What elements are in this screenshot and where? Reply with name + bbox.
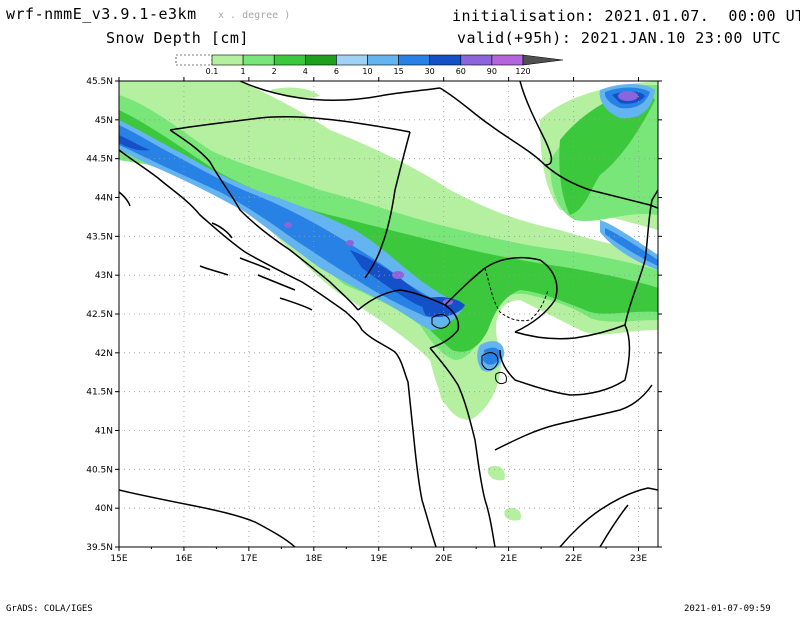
serbia-kosovo-border [444, 256, 558, 333]
legend-arrow [522, 54, 564, 66]
grads-credit: GrADS: COLA/IGES [6, 604, 93, 614]
island-1 [211, 222, 233, 239]
island-4 [199, 265, 229, 276]
axis-ticks [115, 77, 662, 551]
legend-label: 15 [394, 67, 404, 76]
adriatic-coast [119, 149, 437, 547]
legend-label: 120 [515, 67, 530, 76]
croatia-north-border [169, 116, 411, 133]
lat-label: 44N [95, 194, 113, 204]
lat-label: 42N [95, 349, 113, 359]
lon-label: 22E [565, 554, 582, 564]
coastlines-and-borders [119, 81, 658, 547]
legend-label: 0.1 [206, 67, 219, 76]
albania-border [429, 347, 496, 547]
lat-label: 45.5N [86, 77, 113, 87]
lake-prespa [495, 371, 507, 385]
lon-label: 18E [305, 554, 322, 564]
bulgaria-border [624, 189, 658, 326]
italy-coast-tip [119, 191, 131, 207]
island-5 [279, 297, 313, 311]
lat-label: 41N [95, 427, 113, 437]
north-macedonia-border [499, 324, 631, 396]
greece-coast [559, 487, 658, 547]
lat-label: 43.5N [86, 232, 113, 242]
island-2 [239, 257, 271, 271]
snow-depth-field [119, 81, 658, 521]
variable-title: Snow Depth [cm] [106, 29, 249, 47]
render-timestamp: 2021-01-07-09:59 [684, 604, 771, 614]
lake-ohrid [481, 352, 499, 371]
legend-label: 6 [334, 67, 339, 76]
island-3 [257, 274, 296, 291]
lon-label: 16E [175, 554, 192, 564]
legend-label: 90 [487, 67, 497, 76]
lat-label: 43N [95, 271, 113, 281]
legend-label: 1 [241, 67, 246, 76]
model-title: wrf-nmmE_v3.9.1-e3km [6, 5, 197, 23]
valid-time: valid(+95h): 2021.JAN.10 23:00 UTC [457, 29, 782, 47]
greece-north-border [494, 384, 653, 451]
lat-label: 42.5N [86, 310, 113, 320]
lon-label: 20E [435, 554, 452, 564]
kosovo-border [484, 267, 549, 322]
initialisation-time: initialisation: 2021.01.07. 00:00 UTC [452, 7, 800, 25]
legend-label: 30 [425, 67, 435, 76]
italy-coast [119, 489, 296, 547]
legend-label: 10 [362, 67, 372, 76]
lat-label: 44.5N [86, 155, 113, 165]
snow-band-2-6 [119, 88, 658, 352]
lat-label: 40.5N [86, 465, 113, 475]
hungary-border [239, 81, 441, 101]
lat-label: 41.5N [86, 388, 113, 398]
lat-label: 45N [95, 116, 113, 126]
lon-label: 19E [370, 554, 387, 564]
lon-label: 15E [110, 554, 127, 564]
axis-labels: 15E 16E 17E 18E 19E 20E 21E 22E 23E 45.5N 45N 44.5N… [86, 77, 647, 564]
lat-label: 40N [95, 504, 113, 514]
lon-label: 21E [500, 554, 517, 564]
lat-label: 39.5N [86, 543, 113, 553]
greek-gulf [599, 504, 629, 547]
grid-note: x . degree ) [218, 10, 291, 21]
serbia-romania-border [519, 81, 553, 166]
croatia-bosnia-border [169, 129, 359, 311]
legend-label: 2 [272, 67, 277, 76]
legend-label: 60 [456, 67, 466, 76]
bosnia-serbia-border [364, 131, 411, 279]
legend-label: 4 [303, 67, 308, 76]
color-legend: 0.1 1 2 4 6 10 15 30 60 90 120 [175, 54, 564, 76]
lon-label: 23E [630, 554, 647, 564]
lake-skadar [431, 314, 451, 329]
lon-label: 17E [240, 554, 257, 564]
